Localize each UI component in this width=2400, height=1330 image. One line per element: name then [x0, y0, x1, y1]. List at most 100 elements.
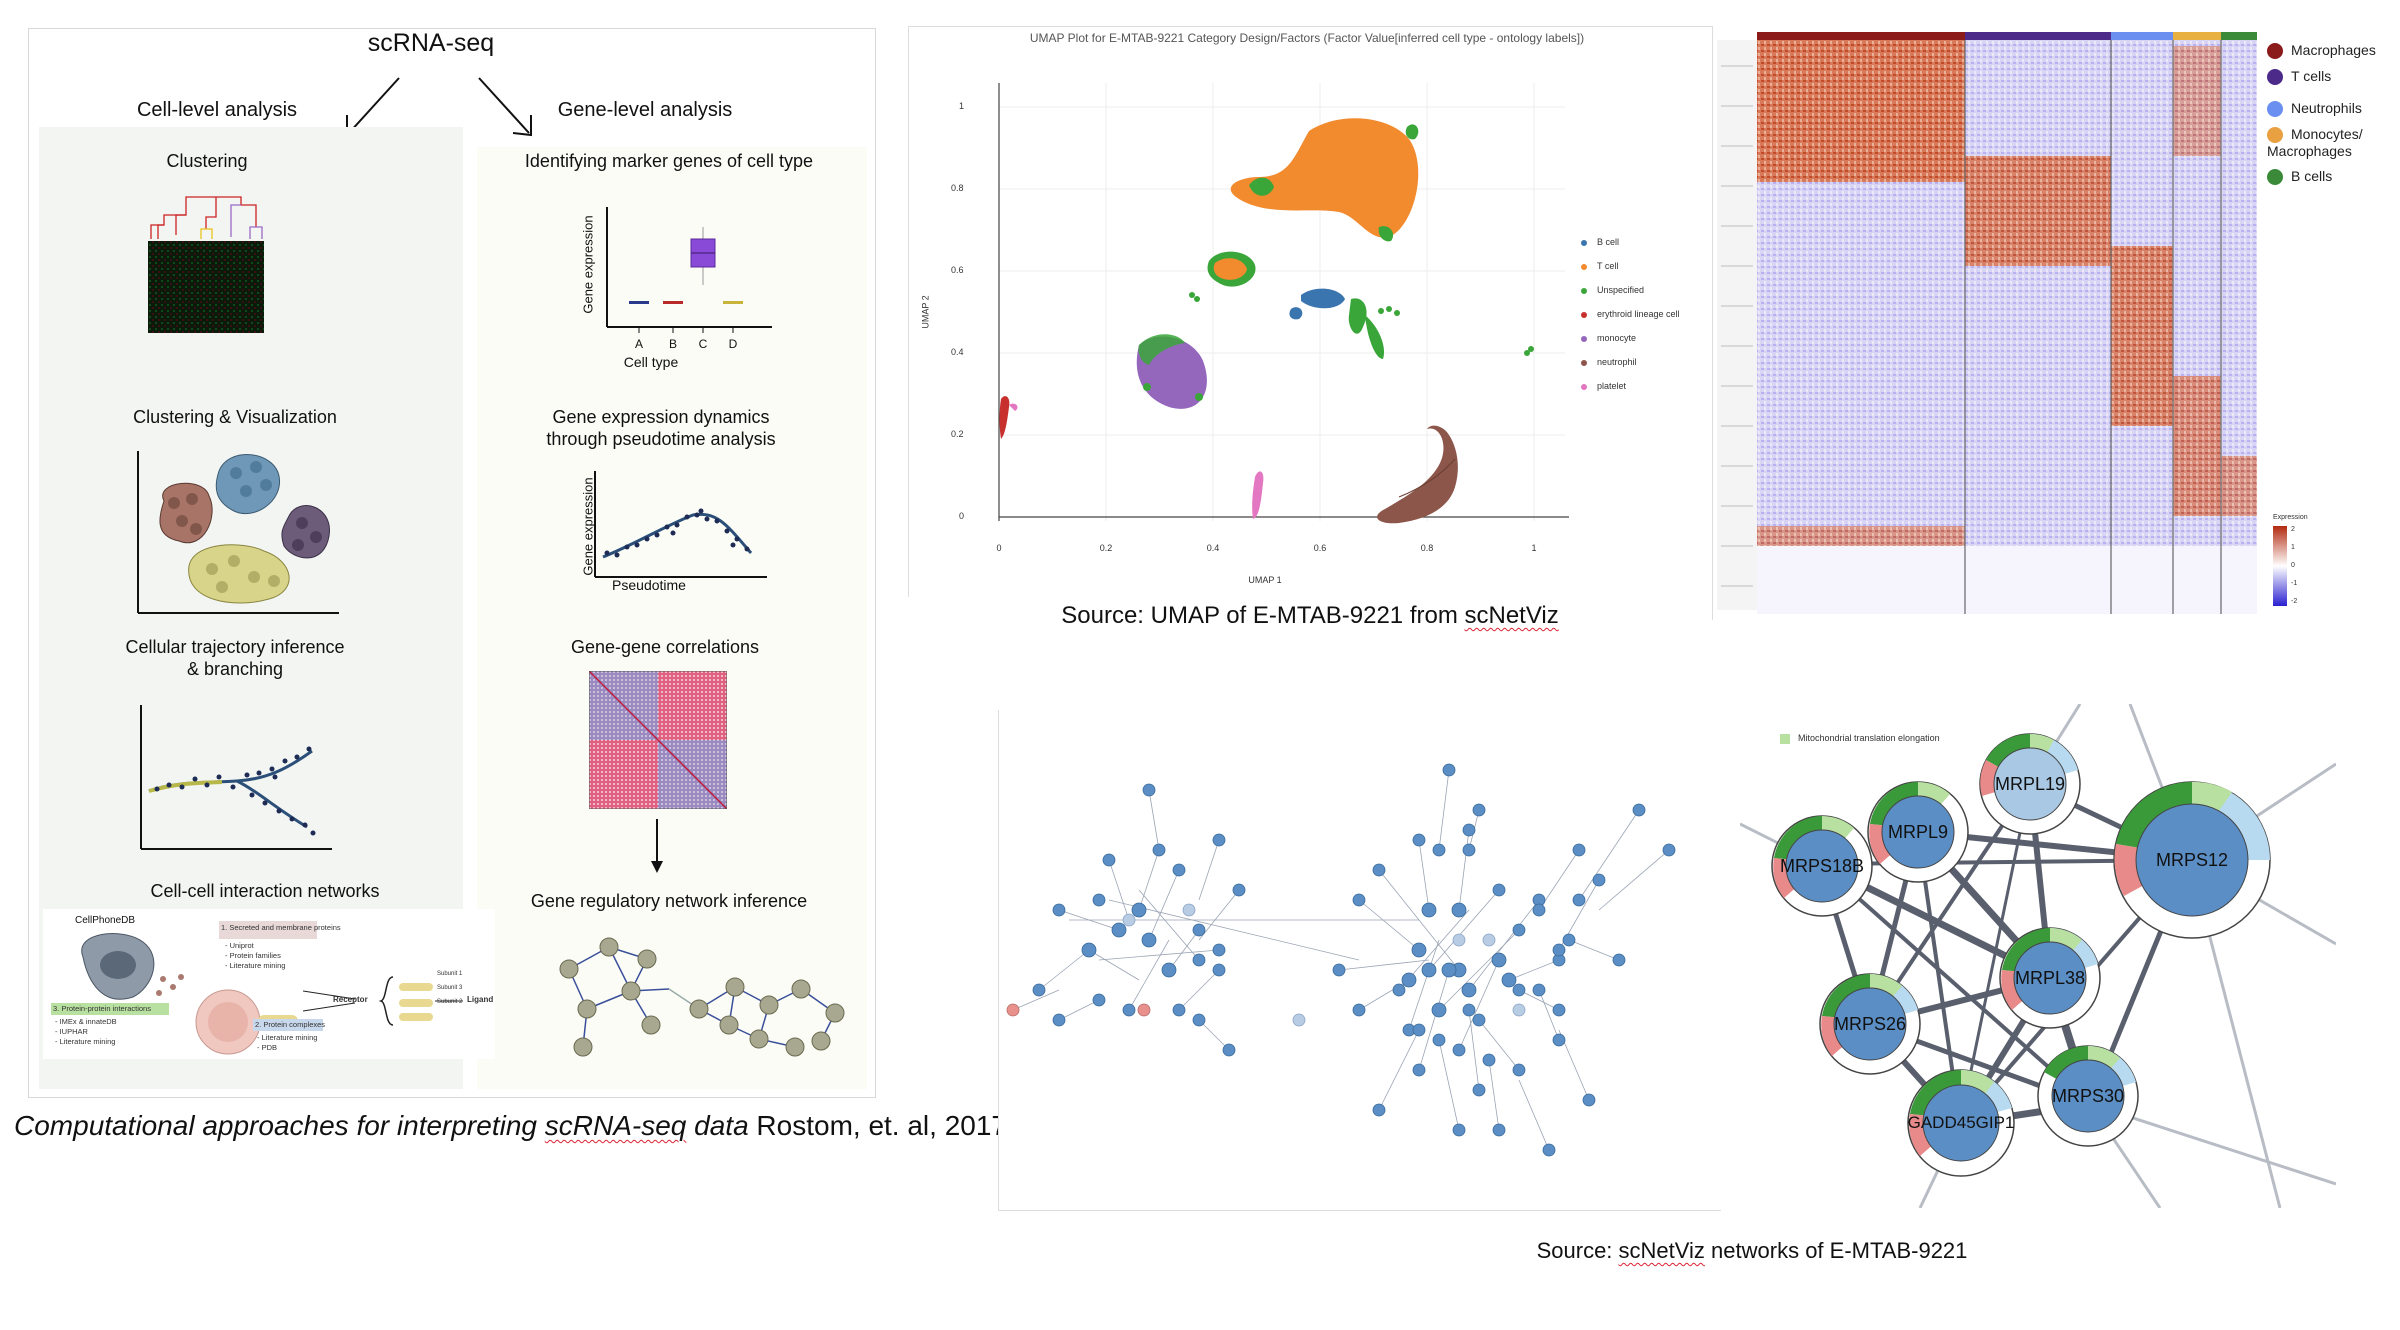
network-source-prefix: Source:	[1536, 1238, 1619, 1263]
box1-item-1: - Uniprot	[225, 941, 254, 950]
receptor-label: Receptor	[333, 995, 368, 1004]
network-panel	[998, 710, 1721, 1211]
box2-item-2: - PDB	[257, 1043, 278, 1052]
umap-ytick-4: 0.8	[951, 183, 964, 193]
zoom-node[interactable]: MRPL38	[1998, 926, 2102, 1030]
umap-xlabel: UMAP 1	[1248, 575, 1282, 585]
heatmap-legend-item: Macrophages	[2267, 42, 2376, 60]
legend-dot	[2267, 127, 2283, 144]
umap-legend-item: erythroid lineage cell	[1581, 309, 1680, 319]
subunit2-label: Subunit 2	[437, 999, 463, 1005]
box2-item-1: - Literature mining	[257, 1033, 318, 1042]
down-arrow-icon	[651, 819, 663, 873]
heatmap-scale-tick: 1	[2291, 544, 2295, 551]
zoom-node[interactable]: MRPS30	[2036, 1044, 2140, 1148]
trajectory-label-1: Cellular trajectory inference	[125, 637, 345, 657]
donut-ring	[1999, 927, 2101, 1029]
donut-ring	[2113, 781, 2271, 939]
legend-label: platelet	[1597, 381, 1627, 391]
legend-dot	[1581, 383, 1587, 390]
caption-italic-a: Computational approaches for interpretin…	[14, 1110, 545, 1141]
dynamics-label-1: Gene expression dynamics	[552, 407, 770, 427]
network-source-rest: networks of E-MTAB-9221	[1704, 1238, 1968, 1263]
dynamics-xlabel: Pseudotime	[612, 577, 686, 593]
subunit1-label: Subunit 1	[437, 971, 463, 977]
heatmap-legend-item: Neutrophils	[2267, 100, 2362, 118]
umap-source-link[interactable]: scNetViz	[1464, 602, 1559, 629]
trajectory-illustration	[140, 705, 332, 850]
zoom-node-label: MRPS26	[1833, 1014, 1907, 1034]
umap-ylabel: UMAP 2	[920, 295, 931, 329]
interaction-label: Cell-cell interaction networks	[150, 881, 380, 901]
zoom-node[interactable]: MRPS26	[1818, 972, 1922, 1076]
box1-item-3: - Literature mining	[225, 961, 286, 970]
clustering-heatmap	[148, 196, 264, 333]
umap-source: Source: UMAP of E-MTAB-9221 from scNetVi…	[1061, 602, 1559, 630]
box2	[253, 1019, 323, 1031]
umap-ytick-0: 0	[959, 511, 965, 521]
zoom-node-label: MRPS30	[2051, 1086, 2125, 1106]
umap-legend-item: neutrophil	[1581, 357, 1637, 367]
zoom-node-label: MRPL38	[2014, 968, 2086, 988]
heatmap	[1717, 32, 2287, 614]
box1-title: 1. Secreted and membrane proteins	[221, 923, 341, 932]
gene-level-heading: Gene-level analysis	[557, 99, 733, 121]
heatmap-legend-item: T cells	[2267, 68, 2331, 86]
umap-legend-item: B cell	[1581, 237, 1619, 247]
correlations-label: Gene-gene correlations	[570, 637, 760, 657]
umap-plot	[998, 83, 1569, 524]
donut-ring	[1979, 733, 2081, 835]
caption-italic-b: scRNA-seq	[544, 1110, 687, 1141]
trajectory-label-2: & branching	[186, 659, 284, 679]
umap-legend-item: monocyte	[1581, 333, 1636, 343]
ligand-label: Ligand	[467, 995, 494, 1004]
donut-ring	[1907, 1069, 2015, 1177]
legend-label: Monocytes/ Macrophages	[2267, 126, 2363, 160]
box1	[219, 921, 317, 939]
clustering-vis-label: Clustering & Visualization	[133, 407, 337, 427]
donut-ring	[1771, 815, 1873, 917]
legend-label: B cell	[1597, 237, 1620, 247]
legend-label: B cells	[2291, 168, 2333, 184]
box2-title: 2. Protein complexes	[255, 1020, 326, 1029]
marker-boxplot	[606, 207, 772, 333]
zoom-node-layer: MRPL19 MRPL9 MRPS12 MRPS18B	[1740, 704, 2336, 1208]
zoom-node[interactable]: GADD45GIP1	[1906, 1068, 2016, 1178]
heatmap-scale-title: Expression	[2273, 514, 2308, 521]
box3-title: 3. Protein-protein interactions	[53, 1004, 151, 1013]
network-source: Source: scNetViz networks of E-MTAB-9221	[1537, 1238, 1968, 1264]
heatmap-legend-item: Monocytes/ Macrophages	[2267, 126, 2363, 160]
pseudotime-plot	[594, 471, 767, 578]
umap-title: UMAP Plot for E-MTAB-9221 Category Desig…	[1029, 31, 1585, 45]
caption-rest: Rostom, et. al, 2017	[748, 1110, 1007, 1141]
zoom-node-label: MRPL9	[1887, 822, 1949, 842]
grn-illustration	[559, 937, 845, 1057]
legend-label: Macrophages	[2291, 42, 2376, 58]
clusters-illustration	[137, 451, 339, 614]
zoom-node[interactable]: MRPL19	[1978, 732, 2082, 836]
zoom-node[interactable]: MRPS12	[2112, 780, 2272, 940]
left-figure-caption: Computational approaches for interpretin…	[14, 1110, 1007, 1142]
cellphonedb-name: CellPhoneDB	[75, 915, 136, 926]
legend-dot	[1581, 335, 1587, 342]
network-source-link[interactable]: scNetViz	[1618, 1238, 1705, 1263]
legend-dot	[2267, 43, 2283, 60]
marker-cat-b: B	[668, 337, 678, 351]
zoom-node[interactable]: MRPL9	[1866, 780, 1970, 884]
cell-level-heading: Cell-level analysis	[136, 99, 298, 121]
umap-xtick-5: 1	[1531, 543, 1537, 553]
receptor-ligand-diagram	[303, 976, 463, 1026]
legend-label: erythroid lineage cell	[1597, 309, 1680, 319]
umap-legend-item: T cell	[1581, 261, 1618, 271]
marker-cat-a: A	[634, 337, 644, 351]
box1-item-2: - Protein families	[225, 951, 281, 960]
zoom-node[interactable]: MRPS18B	[1770, 814, 1874, 918]
donut-ring	[1867, 781, 1969, 883]
marker-label: Identifying marker genes of cell type	[524, 151, 814, 171]
heatmap-panel: Expression 2 1 0 -1 -2 Macrophages T cel…	[1712, 26, 2400, 620]
legend-dot	[1581, 311, 1587, 318]
legend-dot	[2267, 101, 2283, 118]
heatmap-scale-tick: -2	[2291, 598, 2298, 605]
umap-legend-item: Unspecified	[1581, 285, 1644, 295]
box3-item-1: - IMEx & innateDB	[55, 1017, 117, 1026]
